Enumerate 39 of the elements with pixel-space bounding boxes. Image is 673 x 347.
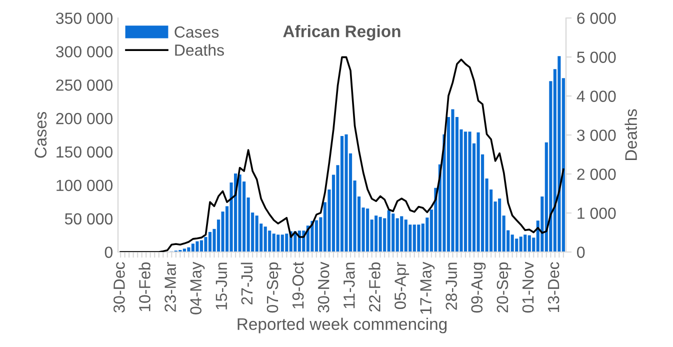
y2-tick-label: 5 000 — [577, 52, 616, 63]
x-tick-label: 05-Apr — [394, 262, 410, 310]
y-tick-label: 350 000 — [56, 12, 113, 24]
y-tick-label: 100 000 — [56, 180, 113, 192]
y-tick-label: 0 — [104, 246, 113, 258]
x-tick-label: 19-Oct — [292, 262, 304, 308]
y-tick-label: 250 000 — [56, 79, 113, 91]
x-tick-label: 30-Dec — [114, 262, 125, 313]
y-tick-label: 50 000 — [64, 213, 113, 225]
x-tick-label: 30-Nov — [318, 262, 330, 313]
legend-label: Deaths — [175, 44, 224, 56]
chart-title: African Region — [283, 25, 400, 41]
x-tick-label: 15-Jun — [216, 262, 228, 310]
x-tick-label: 20-Sep — [496, 262, 512, 312]
y2-tick-label: 2 000 — [577, 168, 616, 180]
y2-tick-label: 3 000 — [577, 130, 616, 141]
x-tick-label: 10-Feb — [138, 262, 150, 312]
x-tick-label: 07-Sep — [266, 262, 282, 313]
y-tick-label: 300 000 — [56, 46, 113, 58]
y2-tick-label: 4 000 — [576, 90, 616, 102]
x-tick-label: 22-Feb — [368, 262, 380, 312]
y-tick-label: 150 000 — [56, 146, 113, 158]
x-tick-label: 09-Aug — [471, 262, 486, 313]
y2-axis-title: Deaths — [624, 109, 637, 160]
x-tick-label: 11-Jan — [344, 262, 355, 308]
x-tick-label: 28-Jun — [446, 262, 458, 310]
y-axis-title: Cases — [34, 112, 47, 158]
x-tick-label: 01-Nov — [522, 262, 534, 313]
y-tick-label: 200 000 — [56, 112, 113, 124]
x-tick-label: 17-May — [420, 262, 435, 314]
x-tick-label: 13-Dec — [548, 262, 560, 312]
y2-tick-label: 6 000 — [577, 12, 616, 24]
x-tick-label: 04-May — [190, 262, 205, 314]
y2-tick-label: 0 — [577, 246, 585, 258]
y2-tick-label: 1 000 — [578, 208, 616, 219]
x-axis-title: Reported week commencing — [238, 318, 447, 334]
x-tick-label: 27-Jul — [240, 262, 253, 304]
legend-label: Cases — [174, 26, 219, 38]
x-tick-label: 23-Mar — [164, 262, 176, 312]
